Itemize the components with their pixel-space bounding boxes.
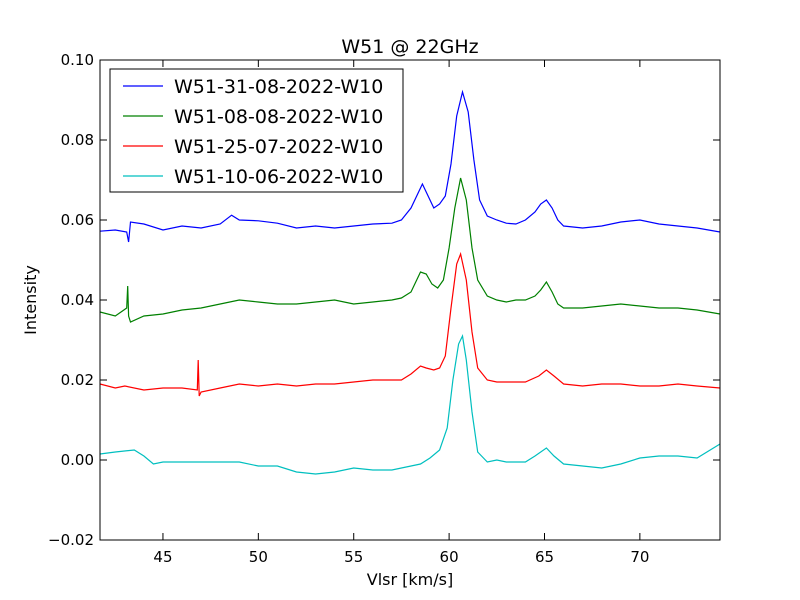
legend-box [109,68,404,193]
series-line-4 [99,334,721,475]
y-tick-label: 0.10 [61,51,94,69]
x-tick-label: 60 [440,548,459,566]
y-tick-label: 0.00 [61,451,94,469]
series-layer [99,89,721,475]
x-tick-label: 55 [344,548,363,566]
y-tick-label: 0.02 [61,371,94,389]
y-tick-label: −0.02 [48,531,94,549]
y-axis-label: Intensity [21,265,40,335]
legend-label-1: W51-31-08-2022-W10 [174,76,383,98]
x-tick-label: 70 [630,548,649,566]
x-tick-label: 50 [249,548,268,566]
x-axis-label: Vlsr [km/s] [367,570,453,589]
series-line-2 [99,177,721,323]
legend-label-4: W51-10-06-2022-W10 [174,166,383,188]
x-tick-label: 65 [535,548,554,566]
legend-label-2: W51-08-08-2022-W10 [174,106,383,128]
y-tick-label: 0.08 [61,131,94,149]
y-tick-label: 0.04 [61,291,94,309]
x-tick-label: 45 [153,548,172,566]
y-tick-label: 0.06 [61,211,94,229]
series-line-3 [99,251,721,397]
legend: W51-31-08-2022-W10 W51-08-08-2022-W10 W51-… [109,68,404,193]
chart-title: W51 @ 22GHz [341,36,478,58]
plot-frame [99,59,721,541]
series-line-1 [99,89,721,243]
ticks-layer: 45 50 55 60 65 70 −0.02 0.00 0.02 0.04 0.06 0.08 0.1… [48,51,720,566]
legend-label-3: W51-25-07-2022-W10 [174,136,383,158]
